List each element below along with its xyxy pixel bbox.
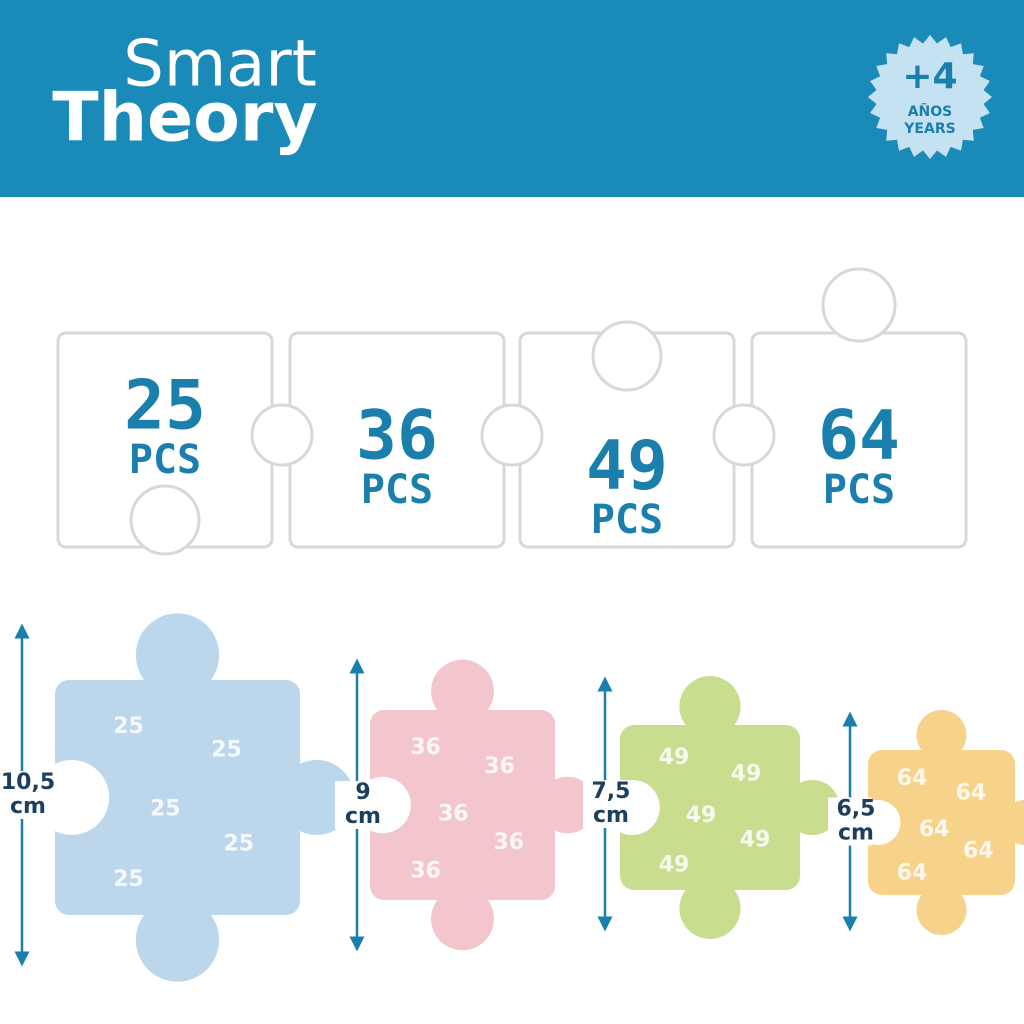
piece-knob [712,403,776,467]
piece-count: 64 [818,397,900,476]
piece-body [620,725,800,890]
piece-knob [539,776,596,834]
piece-pattern: 49 [686,803,717,828]
piece-count: 49 [586,427,668,506]
piece-hole [129,484,201,556]
piece-pattern: 49 [740,828,771,853]
label-bg [335,781,379,829]
piece-pattern: 64 [897,860,928,885]
piece-pattern: 64 [963,839,994,864]
piece-knob [431,659,494,723]
piece-pattern: 25 [113,714,144,739]
badge-label-en: YEARS [903,121,955,137]
piece-pattern: 36 [410,859,441,884]
piece-hole [591,320,663,392]
size-value: 6,5 [837,797,876,822]
piece-knob [135,898,220,982]
brand-top: Smart [123,28,317,102]
piece-knob [431,887,494,951]
piece-pattern: 36 [484,754,515,779]
piece-body [55,680,300,915]
size-unit: cm [345,804,381,829]
piece-hole [34,760,110,835]
piece-pattern: 25 [113,867,144,892]
piece-unit: PCS [823,467,895,513]
piece-pattern: 25 [223,832,254,857]
size-value: 10,5 [1,770,55,795]
piece-sizes: 252525252510,5cm36363636369cm49494949497… [0,613,1024,982]
piece-unit: PCS [591,497,663,543]
piece-pattern: 64 [956,781,987,806]
piece-pattern: 49 [659,745,690,770]
piece-knob [250,403,314,467]
piece-pattern: 36 [493,830,524,855]
piece-pattern: 49 [659,852,690,877]
piece-knob [135,613,220,697]
size-value: 7,5 [592,779,631,804]
piece-count: 25 [124,367,206,446]
piece-knob [916,885,967,935]
brand-bottom: Theory [52,79,318,158]
piece-body [370,710,555,900]
piece-pattern: 64 [919,817,950,842]
age-badge: +4 AÑOS YEARS [868,35,992,159]
piece-knob [679,877,741,939]
piece-pattern: 36 [410,735,441,760]
piece-pattern: 25 [150,796,181,821]
piece-knob [480,403,544,467]
piece-knob [679,676,741,738]
size-unit: cm [10,794,46,819]
piece-pattern: 64 [897,766,928,791]
size-unit: cm [593,803,629,828]
label-bg [0,771,44,819]
piece-count: 36 [356,397,438,476]
header-band [0,0,1024,197]
piece-pattern: 25 [211,738,242,763]
piece-knob [784,779,840,836]
badge-number: +4 [902,56,957,97]
size-value: 9 [355,780,370,805]
piece-unit: PCS [129,437,201,483]
piece-body [868,750,1015,895]
piece-pattern: 49 [731,762,762,787]
size-unit: cm [838,821,874,846]
piece-knob [916,710,967,760]
piece-knob [821,267,897,343]
piece-unit: PCS [361,467,433,513]
piece-pattern: 36 [438,802,469,827]
label-bg [828,797,872,846]
badge-label-es: AÑOS [908,103,953,120]
label-bg [583,780,627,828]
piece-knob [1002,800,1024,845]
badge-star [868,35,992,159]
